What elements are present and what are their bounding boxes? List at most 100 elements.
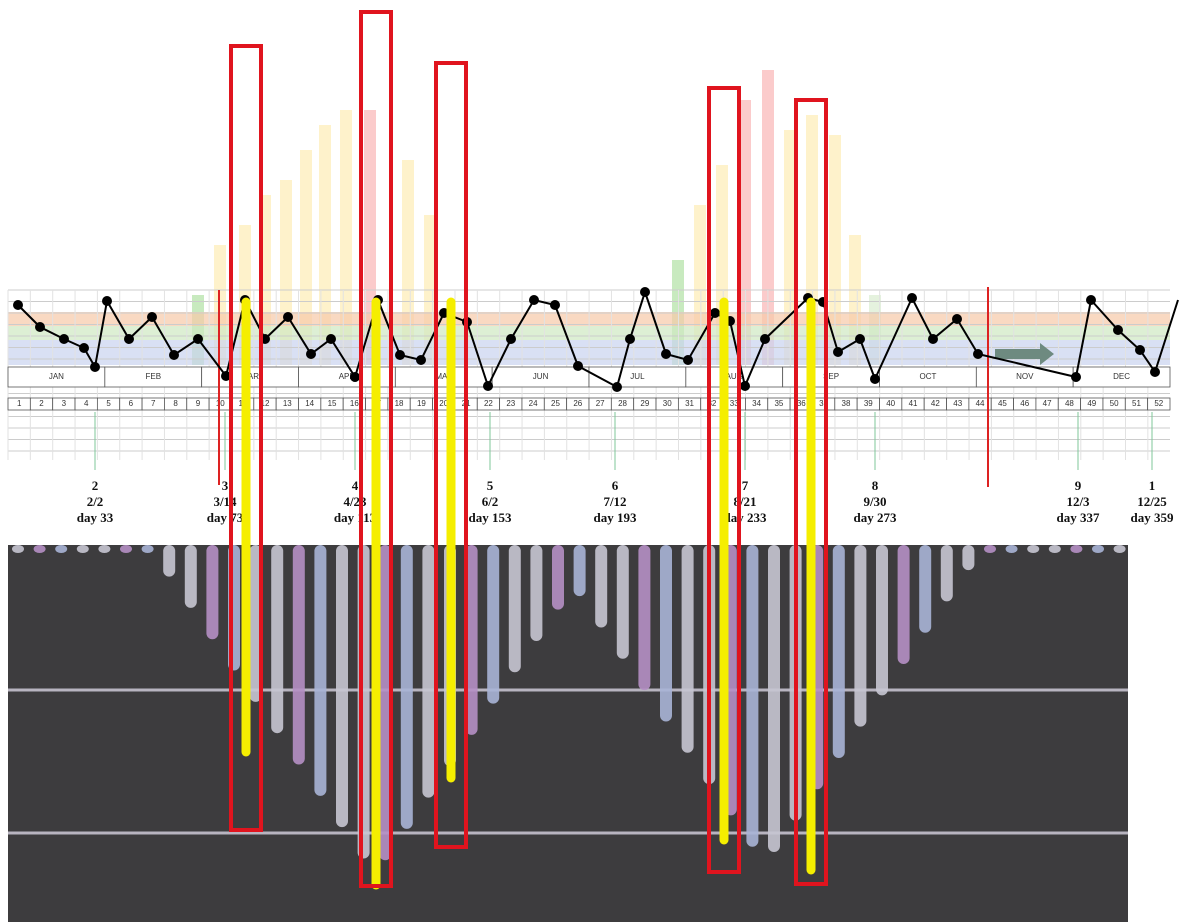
cycle-point (483, 381, 493, 391)
annotation-number: 1 (1149, 478, 1156, 493)
hanging-bar (768, 545, 780, 852)
week-label: 44 (976, 399, 985, 408)
week-label: 37 (819, 399, 828, 408)
hanging-bar (314, 545, 327, 796)
week-label: 16 (350, 399, 359, 408)
hanging-bar (573, 545, 586, 597)
week-label: 41 (909, 399, 918, 408)
cycle-point (640, 287, 650, 297)
hanging-bar (1092, 545, 1104, 553)
cycle-point (59, 334, 69, 344)
cycle-point (283, 312, 293, 322)
annotation-day: day 359 (1131, 510, 1174, 525)
highlights (229, 10, 828, 890)
month-label: JAN (49, 372, 64, 381)
cycle-point (683, 355, 693, 365)
hanging-bar (336, 545, 348, 828)
cycle-point (928, 334, 938, 344)
cycle-point (350, 372, 360, 382)
cycle-point (952, 314, 962, 324)
hanging-bar (595, 545, 608, 628)
annotation-number: 2 (92, 478, 99, 493)
cycle-point (1071, 372, 1081, 382)
annotation-date: 2/2 (87, 494, 104, 509)
hanging-bar (940, 545, 953, 602)
cycle-point (833, 347, 843, 357)
cycle-point (306, 349, 316, 359)
annotation-number: 9 (1075, 478, 1082, 493)
hanging-bar (271, 545, 284, 734)
hanging-bar (854, 545, 867, 727)
highlight-box (794, 98, 828, 886)
hanging-bar (465, 545, 478, 735)
week-label: 19 (417, 399, 426, 408)
cycle-point (79, 343, 89, 353)
cycle-point (870, 374, 880, 384)
hanging-bar (832, 545, 845, 758)
month-label: DEC (1113, 372, 1130, 381)
week-label: 25 (551, 399, 560, 408)
cycle-point (573, 361, 583, 371)
month-label: JUN (533, 372, 549, 381)
faint-bar (739, 100, 751, 365)
week-label: 45 (998, 399, 1007, 408)
week-label: 6 (129, 399, 134, 408)
annotation-date: 8/21 (733, 494, 756, 509)
week-label: 26 (573, 399, 582, 408)
annotation-date: 7/12 (603, 494, 626, 509)
week-label: 22 (484, 399, 493, 408)
hanging-bar (616, 545, 629, 659)
highlight-box (434, 61, 468, 849)
highlight-box (707, 86, 741, 874)
cycle-point (35, 322, 45, 332)
month-label: JUL (630, 372, 645, 381)
week-label: 34 (752, 399, 761, 408)
hanging-bar (638, 545, 651, 691)
highlight-box (229, 44, 263, 832)
cycle-point (90, 362, 100, 372)
week-label: 2 (39, 399, 44, 408)
hanging-bar (1113, 545, 1126, 553)
hanging-bars (12, 545, 1126, 861)
annotation-day: day 193 (594, 510, 637, 525)
cycle-point (395, 350, 405, 360)
hanging-bar (962, 545, 975, 571)
annotation-number: 4 (352, 478, 359, 493)
month-label: FEB (145, 372, 161, 381)
hanging-bar (379, 545, 392, 861)
cycle-point (550, 300, 560, 310)
week-label: 48 (1065, 399, 1074, 408)
week-label: 18 (395, 399, 404, 408)
annotation-date: 6/2 (482, 494, 499, 509)
week-label: 50 (1110, 399, 1119, 408)
week-label: 46 (1020, 399, 1029, 408)
week-label: 39 (864, 399, 873, 408)
annotation-day: day 153 (469, 510, 512, 525)
hanging-bar (55, 545, 68, 553)
hanging-bar (163, 545, 176, 577)
annotation-number: 8 (872, 478, 879, 493)
cycle-point (973, 349, 983, 359)
hanging-bar (33, 545, 46, 553)
annotation-number: 6 (612, 478, 619, 493)
hanging-bar (76, 545, 89, 553)
cycle-point (710, 308, 720, 318)
hanging-bar (984, 545, 996, 553)
hanging-bar (12, 545, 24, 553)
cycle-point (1150, 367, 1160, 377)
cycle-point (506, 334, 516, 344)
hanging-bar (746, 545, 759, 847)
hanging-bar (400, 545, 413, 829)
week-label: 3 (62, 399, 67, 408)
week-label: 32 (707, 399, 716, 408)
calendar-strip: JANFEBMARAPRMAYJUNJULAUGSEPOCTNOVDEC1234… (7, 366, 1171, 411)
week-label: 33 (730, 399, 739, 408)
cycle-point (169, 350, 179, 360)
cycle-point (855, 334, 865, 344)
week-label: 8 (173, 399, 178, 408)
week-label: 10 (216, 399, 225, 408)
hanging-bar (141, 545, 154, 553)
month-label: NOV (1016, 372, 1034, 381)
week-label: 30 (663, 399, 672, 408)
